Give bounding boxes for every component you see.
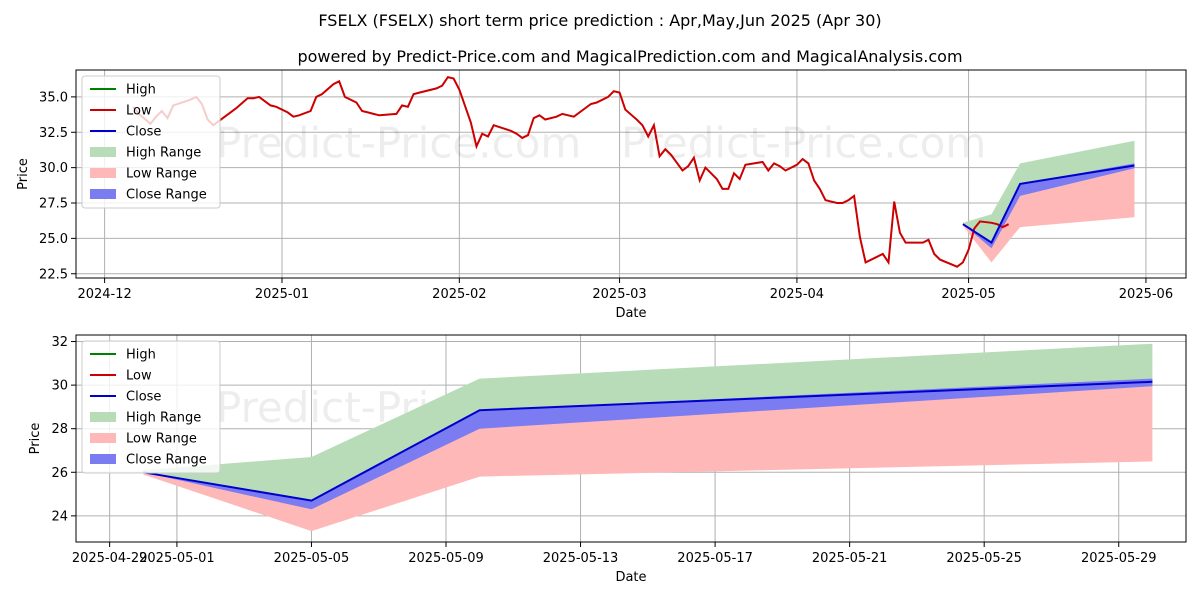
chart-title: FSELX (FSELX) short term price predictio… xyxy=(318,11,881,30)
low-range-band xyxy=(143,381,1153,532)
high-range-band xyxy=(143,343,1153,501)
x-tick-label: 2025-05-25 xyxy=(946,551,1022,566)
y-tick-label: 24 xyxy=(51,509,68,524)
legend-label: High Range xyxy=(126,411,201,426)
panel-full-history: 2024-12 2025-01 2025-02 2025-03 2025-04 2025-… xyxy=(16,69,1187,321)
x-tick-label: 2025-05-01 xyxy=(139,551,215,566)
x-tick-label: 2025-04-29 xyxy=(72,551,148,566)
x-tick-label: 2025-02 xyxy=(432,287,486,302)
close-range-band xyxy=(143,378,1153,510)
legend-box xyxy=(81,75,221,209)
y-tick-label: 28 xyxy=(51,422,68,437)
y-tick-label: 32 xyxy=(51,335,68,350)
x-axis-label: Date xyxy=(615,570,646,585)
legend-label: Low Range xyxy=(126,167,197,182)
close-range-band xyxy=(962,163,1135,249)
x-axis-label: Date xyxy=(615,306,646,321)
x-tick-label: 2024-12 xyxy=(77,287,131,302)
y-axis-label: Price xyxy=(16,158,31,190)
legend-label: High Range xyxy=(126,146,201,161)
x-tick-label: 2025-05-05 xyxy=(274,551,350,566)
y-tick-label: 30 xyxy=(51,379,68,394)
x-tick-label: 2025-05-17 xyxy=(677,551,753,566)
x-tick-label: 2025-05-13 xyxy=(543,551,619,566)
y-tick-label: 32.5 xyxy=(39,126,68,141)
y-tick-label: 30.0 xyxy=(39,161,68,176)
legend-label: Close xyxy=(126,125,161,140)
watermark-text: Predict-Price.com xyxy=(216,118,581,167)
y-tick-label: 27.5 xyxy=(39,197,68,212)
x-tick-label: 2025-05 xyxy=(941,287,995,302)
legend-swatch-patch xyxy=(90,454,116,464)
y-tick-label: 25.0 xyxy=(39,232,68,247)
watermark-text: Predict-Price.com xyxy=(216,541,581,590)
plot-frame xyxy=(75,334,1187,543)
y-axis-label: Price xyxy=(28,423,43,455)
legend-label: High xyxy=(126,348,156,363)
legend-label: Close Range xyxy=(126,453,207,468)
x-tick-label: 2025-06 xyxy=(1119,287,1173,302)
high-range-band xyxy=(962,140,1135,243)
close-forecast-line xyxy=(143,380,1153,502)
x-tick-label: 2025-01 xyxy=(255,287,309,302)
legend-label: Low xyxy=(126,104,152,119)
y-tick-label: 35.0 xyxy=(39,90,68,105)
legend-label: Low xyxy=(126,369,152,384)
legend-label: Low Range xyxy=(126,432,197,447)
y-tick-label: 22.5 xyxy=(39,267,68,282)
x-tick-label: 2025-04 xyxy=(770,287,824,302)
plot-area xyxy=(132,75,1135,268)
legend-label: High xyxy=(126,83,156,98)
legend: High Low Close High Range Low Range Close Ran… xyxy=(81,340,221,474)
legend-swatch-patch xyxy=(90,412,116,422)
low-history-line xyxy=(132,75,1010,268)
legend-label: Close xyxy=(126,390,161,405)
x-tick-label: 2025-05-09 xyxy=(408,551,484,566)
legend-swatch-patch xyxy=(90,433,116,443)
legend-swatch-patch xyxy=(90,189,116,199)
plot-area xyxy=(143,343,1153,532)
legend-swatch-patch xyxy=(90,168,116,178)
legend-label: Close Range xyxy=(126,188,207,203)
legend-swatch-patch xyxy=(90,147,116,157)
watermark-text: Predict-Price.com xyxy=(621,541,986,590)
legend: High Low Close High Range Low Range Close Ran… xyxy=(81,75,221,209)
x-tick-label: 2025-05-29 xyxy=(1081,551,1157,566)
plot-frame xyxy=(75,69,1187,279)
legend-box xyxy=(81,340,221,474)
chart-subtitle: powered by Predict-Price.com and Magical… xyxy=(297,47,962,66)
y-tick-label: 26 xyxy=(51,466,68,481)
close-forecast-line xyxy=(962,164,1135,245)
low-range-band xyxy=(962,165,1135,263)
x-tick-label: 2025-05-21 xyxy=(812,551,888,566)
x-tick-label: 2025-03 xyxy=(592,287,646,302)
